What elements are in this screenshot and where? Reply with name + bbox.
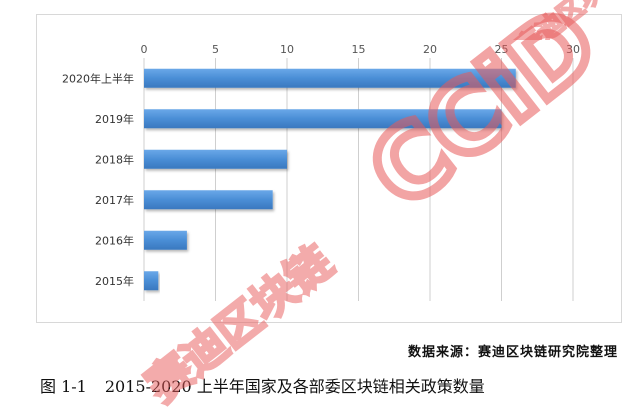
category-label: 2017年 [95,193,134,207]
x-tick-label: 20 [423,43,437,56]
category-label: 2016年 [95,233,134,247]
x-tick-label: 0 [141,43,148,56]
bar [144,149,287,169]
category-label: 2018年 [95,152,134,166]
bar [144,230,187,250]
x-tick-label: 15 [352,43,366,56]
x-tick-label: 30 [566,43,580,56]
bar-chart: 0 5 10 15 20 25 30 2020年上半年 2019年 2018年 2017年 2016… [62,43,580,301]
category-label: 2020年上半年 [62,71,134,85]
bar [144,109,502,129]
figure-title: 2015-2020 上半年国家及各部委区块链相关政策数量 [104,377,485,396]
chart-frame: 0 5 10 15 20 25 30 2020年上半年 2019年 2018年 2017年 2016… [36,14,622,323]
source-note: 数据来源：赛迪区块链研究院整理 [407,345,618,360]
bar [144,271,159,291]
bar [144,190,273,210]
figure-caption: 图 1-1 2015-2020 上半年国家及各部委区块链相关政策数量 [40,373,485,397]
category-label: 2019年 [95,112,134,126]
bar [144,68,516,88]
category-label: 2015年 [95,274,134,288]
x-tick-label: 5 [212,43,219,56]
figure-number: 图 1-1 [40,377,87,396]
x-tick-label: 10 [280,43,294,56]
x-tick-label: 25 [495,43,509,56]
